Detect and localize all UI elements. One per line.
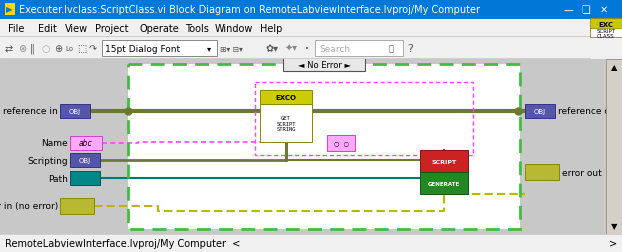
Text: Path: Path [48, 174, 68, 183]
Text: File: File [8, 24, 24, 34]
Text: Scripting: Scripting [27, 156, 68, 165]
Text: Search: Search [319, 44, 350, 53]
Text: error in (no error): error in (no error) [0, 202, 58, 211]
Text: ⬚: ⬚ [77, 44, 86, 54]
Text: EXC: EXC [598, 22, 613, 28]
Text: OBJ: OBJ [69, 109, 81, 115]
Text: RemoteLabviewInterface.lvproj/My Computer  <: RemoteLabviewInterface.lvproj/My Compute… [5, 238, 240, 248]
Text: ○: ○ [42, 44, 50, 54]
Text: reference out: reference out [558, 107, 620, 116]
Text: ↷: ↷ [89, 44, 97, 54]
Text: Project: Project [95, 24, 129, 34]
Text: ⊛: ⊛ [18, 44, 26, 54]
Text: ✦▾: ✦▾ [285, 44, 298, 54]
Text: GET
SCRIPT
STRING: GET SCRIPT STRING [276, 115, 295, 132]
Text: ❑: ❑ [582, 5, 590, 15]
Text: OBJ: OBJ [534, 109, 546, 115]
Text: SCRIPT
CLASS: SCRIPT CLASS [596, 29, 616, 39]
Bar [255, 83, 473, 155]
Bar [525, 164, 559, 180]
Text: Tools: Tools [185, 24, 209, 34]
Text: View: View [65, 24, 88, 34]
Bar [60, 198, 94, 214]
Text: ▶: ▶ [6, 6, 12, 14]
Bar [128, 65, 520, 229]
Text: ✿▾: ✿▾ [265, 44, 278, 54]
Text: >: > [609, 238, 617, 248]
Text: reference in: reference in [3, 107, 58, 116]
Bar [606, 60, 622, 234]
Bar [70, 137, 102, 150]
Bar [5, 4, 15, 16]
Text: Name: Name [42, 139, 68, 148]
Text: ⊕: ⊕ [54, 44, 62, 54]
Text: GENERATE: GENERATE [428, 181, 460, 186]
Bar [0, 38, 590, 60]
Text: ▲: ▲ [611, 63, 617, 72]
Text: ‖: ‖ [30, 44, 35, 54]
Text: abc: abc [79, 139, 93, 148]
Bar [420, 172, 468, 194]
Bar [60, 105, 90, 118]
Text: Help: Help [260, 24, 282, 34]
Bar [70, 153, 100, 167]
Text: EXCO: EXCO [276, 94, 297, 101]
Text: Executer.lvclass:ScriptClass.vi Block Diagram on RemoteLabviewInterface.lvproj/M: Executer.lvclass:ScriptClass.vi Block Di… [19, 5, 480, 15]
Bar [315, 41, 403, 57]
Bar [590, 19, 622, 38]
Bar [420, 150, 468, 172]
Text: ◄ No Error ►: ◄ No Error ► [297, 60, 351, 69]
Text: ⊞▾ ⊟▾: ⊞▾ ⊟▾ [220, 44, 243, 53]
Bar [590, 29, 622, 38]
Text: ▾: ▾ [207, 44, 211, 53]
Text: ▼: ▼ [611, 222, 617, 231]
Bar [0, 0, 622, 20]
Bar [283, 58, 365, 72]
Bar [128, 65, 520, 229]
Text: ⇄: ⇄ [5, 44, 13, 54]
Bar [525, 105, 555, 118]
Text: Lo: Lo [65, 46, 73, 52]
Bar [0, 234, 622, 252]
Bar [0, 60, 606, 234]
Text: •: • [305, 46, 309, 52]
Text: Edit: Edit [38, 24, 57, 34]
Text: ✕: ✕ [600, 5, 608, 15]
Bar [327, 136, 355, 151]
Text: ○  ○: ○ ○ [333, 141, 348, 146]
Bar [260, 91, 312, 105]
Text: ?: ? [407, 44, 413, 54]
Bar [70, 171, 100, 185]
Bar [102, 41, 217, 57]
Text: OBJ: OBJ [79, 158, 91, 163]
Text: 🔍: 🔍 [389, 44, 394, 53]
Text: 15pt Dialog Font: 15pt Dialog Font [105, 44, 180, 53]
Text: Operate: Operate [140, 24, 180, 34]
Bar [260, 105, 312, 142]
Text: error out: error out [562, 168, 601, 177]
Text: —: — [563, 5, 573, 15]
Bar [590, 37, 622, 60]
Text: Window: Window [215, 24, 253, 34]
Bar [0, 20, 590, 38]
Text: SCRIPT: SCRIPT [432, 159, 457, 164]
